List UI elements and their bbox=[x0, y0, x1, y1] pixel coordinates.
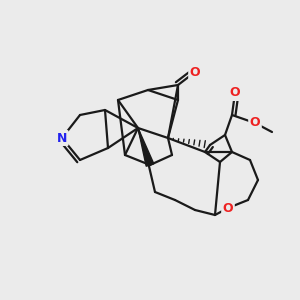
Text: N: N bbox=[57, 131, 67, 145]
Text: O: O bbox=[190, 65, 200, 79]
Text: O: O bbox=[250, 116, 260, 130]
Text: O: O bbox=[230, 86, 240, 100]
Text: O: O bbox=[223, 202, 233, 214]
Polygon shape bbox=[138, 128, 154, 166]
